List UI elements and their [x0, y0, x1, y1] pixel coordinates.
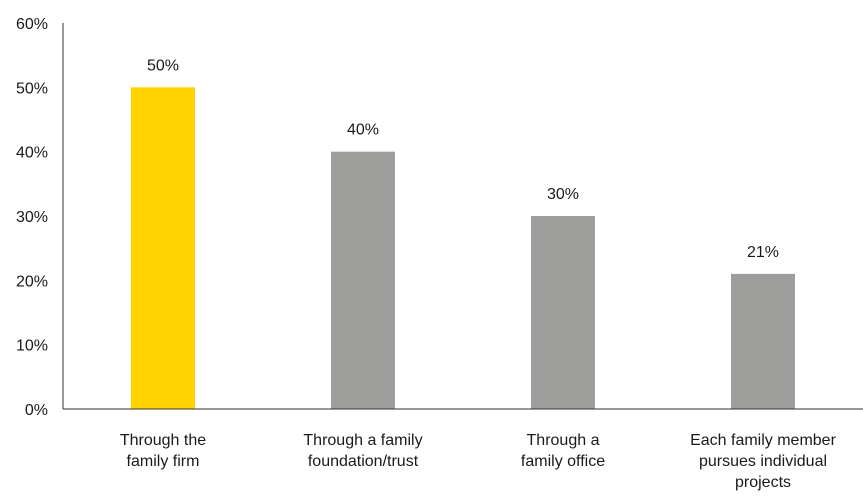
data-label: 30%: [547, 186, 579, 203]
data-label: 40%: [347, 122, 379, 139]
y-tick-label: 40%: [16, 145, 48, 162]
bar: [531, 216, 595, 409]
bar: [731, 273, 795, 409]
y-tick-label: 10%: [16, 338, 48, 355]
category-label-line: pursues individual: [699, 453, 827, 470]
category-label-line: Through the: [120, 432, 206, 449]
y-axis: 0% 10% 20% 30% 40% 50% 60%: [16, 16, 64, 419]
y-tick-label: 0%: [25, 402, 48, 419]
y-tick-label: 60%: [16, 16, 48, 33]
category-label-line: Each family member: [690, 432, 836, 449]
category-label-line: Through a family: [303, 432, 422, 449]
category-label: Each family member pursues individual proj…: [690, 432, 836, 491]
category-label: Through a family office: [521, 432, 605, 470]
y-tick-label: 30%: [16, 209, 48, 226]
bar: [331, 151, 395, 409]
data-label: 50%: [147, 57, 179, 74]
bar: [131, 87, 195, 409]
category-label-line: family office: [521, 453, 605, 470]
y-tick-label: 20%: [16, 273, 48, 290]
category-label-line: Through a: [527, 432, 600, 449]
category-label: Through the family firm: [120, 432, 206, 470]
x-axis: Through the family firm Through a family fo…: [63, 408, 863, 491]
category-label-line: foundation/trust: [308, 453, 419, 470]
data-label: 21%: [747, 244, 779, 261]
data-labels: 50% 40% 30% 21%: [147, 57, 779, 261]
bars: [131, 87, 795, 409]
category-label-line: family firm: [127, 453, 200, 470]
category-label: Through a family foundation/trust: [303, 432, 422, 470]
category-label-line: projects: [735, 474, 791, 491]
y-tick-label: 50%: [16, 80, 48, 97]
